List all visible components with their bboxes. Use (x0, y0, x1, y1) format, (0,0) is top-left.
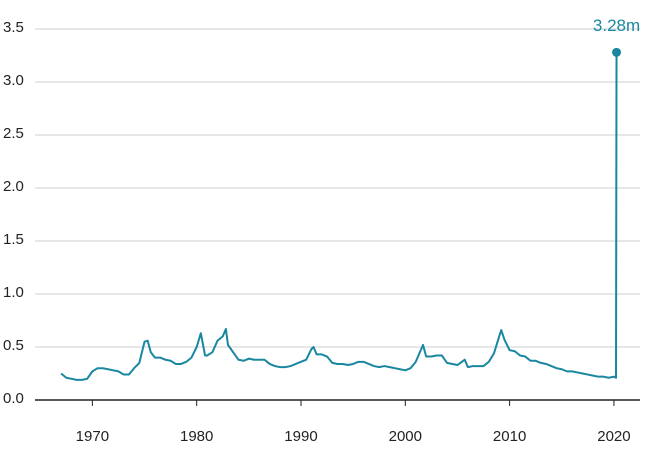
x-tick-label: 1970 (76, 428, 109, 445)
x-tick-label: 1980 (180, 428, 213, 445)
y-tick-label: 1.0 (3, 284, 24, 301)
x-tick-label: 2010 (493, 428, 526, 445)
line (60, 52, 618, 381)
x-tick-label: 2020 (597, 428, 630, 445)
annotation: 3.28m (593, 16, 640, 35)
x-tick-label: 1990 (284, 428, 317, 445)
y-tick-label: 1.5 (3, 231, 24, 248)
y-tick-label: 0.5 (3, 337, 24, 354)
y-tick-label: 2.0 (3, 178, 24, 195)
y-tick-label: 3.0 (3, 72, 24, 89)
y-tick-label: 2.5 (3, 125, 24, 142)
x-tick-label: 2000 (389, 428, 422, 445)
y-tick-label: 0.0 (3, 390, 24, 407)
y-tick-label: 3.5 (3, 19, 24, 36)
end-point (612, 47, 622, 57)
